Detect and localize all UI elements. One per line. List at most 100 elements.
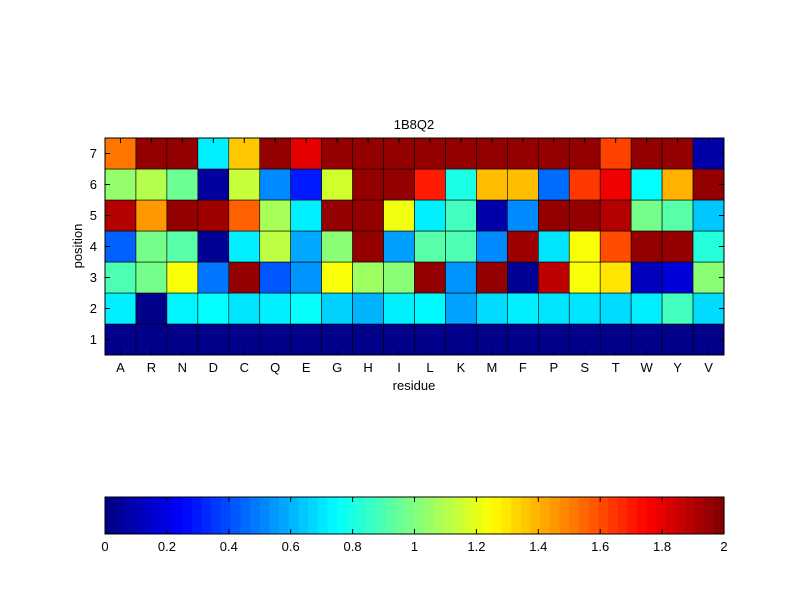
colorbar-tick-label: 1.6	[591, 539, 609, 554]
y-tick-label: 6	[90, 177, 97, 192]
heatmap-cell	[630, 137, 663, 170]
colorbar-tick-label: 0.4	[220, 539, 238, 554]
colorbar-segment	[511, 497, 522, 534]
heatmap-cell	[383, 168, 415, 201]
heatmap-cell	[321, 261, 353, 294]
x-tick-label: S	[580, 360, 589, 375]
x-tick-label: H	[363, 360, 372, 375]
heatmap-cell	[568, 230, 601, 263]
colorbar-segment	[685, 497, 696, 534]
heatmap-cell	[197, 292, 230, 325]
heatmap-cell	[104, 261, 137, 294]
heatmap-cell	[630, 292, 663, 325]
heatmap-cell	[599, 199, 632, 232]
colorbar-segment	[124, 497, 135, 534]
heatmap-cell	[104, 168, 137, 201]
heatmap-cell	[228, 137, 261, 170]
heatmap-cell	[290, 292, 322, 325]
colorbar-segment	[366, 497, 377, 534]
heatmap-cell	[599, 230, 632, 263]
heatmap-cell	[104, 323, 137, 356]
colorbar-segment	[259, 497, 271, 534]
colorbar-segment	[317, 497, 329, 534]
colorbar-segment	[433, 497, 445, 534]
heatmap-cell	[352, 292, 384, 325]
colorbar-segment	[704, 497, 715, 534]
colorbar-segment	[134, 497, 145, 534]
heatmap-cells	[104, 137, 725, 356]
x-tick-label: P	[549, 360, 558, 375]
y-axis-label: position	[70, 224, 85, 269]
heatmap-cell	[166, 230, 199, 263]
chart-title: 1B8Q2	[394, 117, 434, 132]
heatmap-cell	[321, 230, 353, 263]
colorbar-segment	[269, 497, 280, 534]
heatmap-cell	[166, 168, 199, 201]
colorbar-segment	[414, 497, 425, 534]
colorbar-tick-label: 1.2	[467, 539, 485, 554]
colorbar-segment	[375, 497, 387, 534]
colorbar-segment	[675, 497, 686, 534]
heatmap-cell	[414, 199, 446, 232]
heatmap-cell	[599, 168, 632, 201]
heatmap-cell	[290, 261, 322, 294]
heatmap-cell	[197, 230, 230, 263]
x-tick-label: T	[612, 360, 620, 375]
heatmap-cell	[630, 168, 663, 201]
heatmap-cell	[104, 230, 137, 263]
heatmap-cell	[414, 261, 446, 294]
x-tick-label: G	[332, 360, 342, 375]
colorbar-segment	[588, 497, 599, 534]
heatmap-cell	[445, 137, 477, 170]
heatmap-cell	[630, 230, 663, 263]
colorbar-segment	[482, 497, 493, 534]
heatmap-cell	[414, 137, 446, 170]
colorbar-segment	[491, 497, 503, 534]
heatmap-cell	[661, 292, 694, 325]
heatmap-cell	[228, 261, 261, 294]
heatmap-cell	[537, 292, 570, 325]
heatmap-cell	[104, 292, 137, 325]
heatmap-cell	[290, 168, 322, 201]
heatmap-cell	[383, 230, 415, 263]
colorbar-segment	[462, 497, 474, 534]
heatmap-cell	[414, 168, 446, 201]
heatmap-cell	[445, 168, 477, 201]
colorbar-segment	[172, 497, 183, 534]
heatmap-cell	[630, 261, 663, 294]
heatmap-cell	[476, 199, 508, 232]
heatmap-cell	[135, 199, 168, 232]
colorbar-segment	[230, 497, 242, 534]
heatmap-cell	[692, 137, 725, 170]
colorbar-segment	[501, 497, 512, 534]
heatmap-cell	[290, 230, 322, 263]
colorbar-segment	[298, 497, 309, 534]
colorbar-segment	[356, 497, 367, 534]
heatmap-cell	[135, 323, 168, 356]
heatmap-cell	[228, 292, 261, 325]
heatmap-cell	[321, 323, 353, 356]
colorbar-tick-label: 1.8	[653, 539, 671, 554]
heatmap-cell	[135, 261, 168, 294]
heatmap-cell	[352, 261, 384, 294]
colorbar-segment	[221, 497, 232, 534]
colorbar-segment	[656, 497, 667, 534]
heatmap-cell	[414, 292, 446, 325]
heatmap-cell	[661, 261, 694, 294]
colorbar-segment	[201, 497, 212, 534]
heatmap-cell	[507, 230, 539, 263]
colorbar-segment	[617, 497, 628, 534]
heatmap-cell	[135, 230, 168, 263]
heatmap-cell	[135, 292, 168, 325]
heatmap-cell	[352, 168, 384, 201]
heatmap-cell	[537, 261, 570, 294]
colorbar-tick-label: 1.4	[529, 539, 547, 554]
heatmap-cell	[445, 292, 477, 325]
heatmap-cell	[537, 230, 570, 263]
heatmap-cell	[537, 199, 570, 232]
colorbar-segment	[250, 497, 261, 534]
heatmap-cell	[568, 261, 601, 294]
heatmap-cell	[228, 168, 261, 201]
colorbar-segment	[530, 497, 541, 534]
heatmap-cell	[692, 323, 725, 356]
